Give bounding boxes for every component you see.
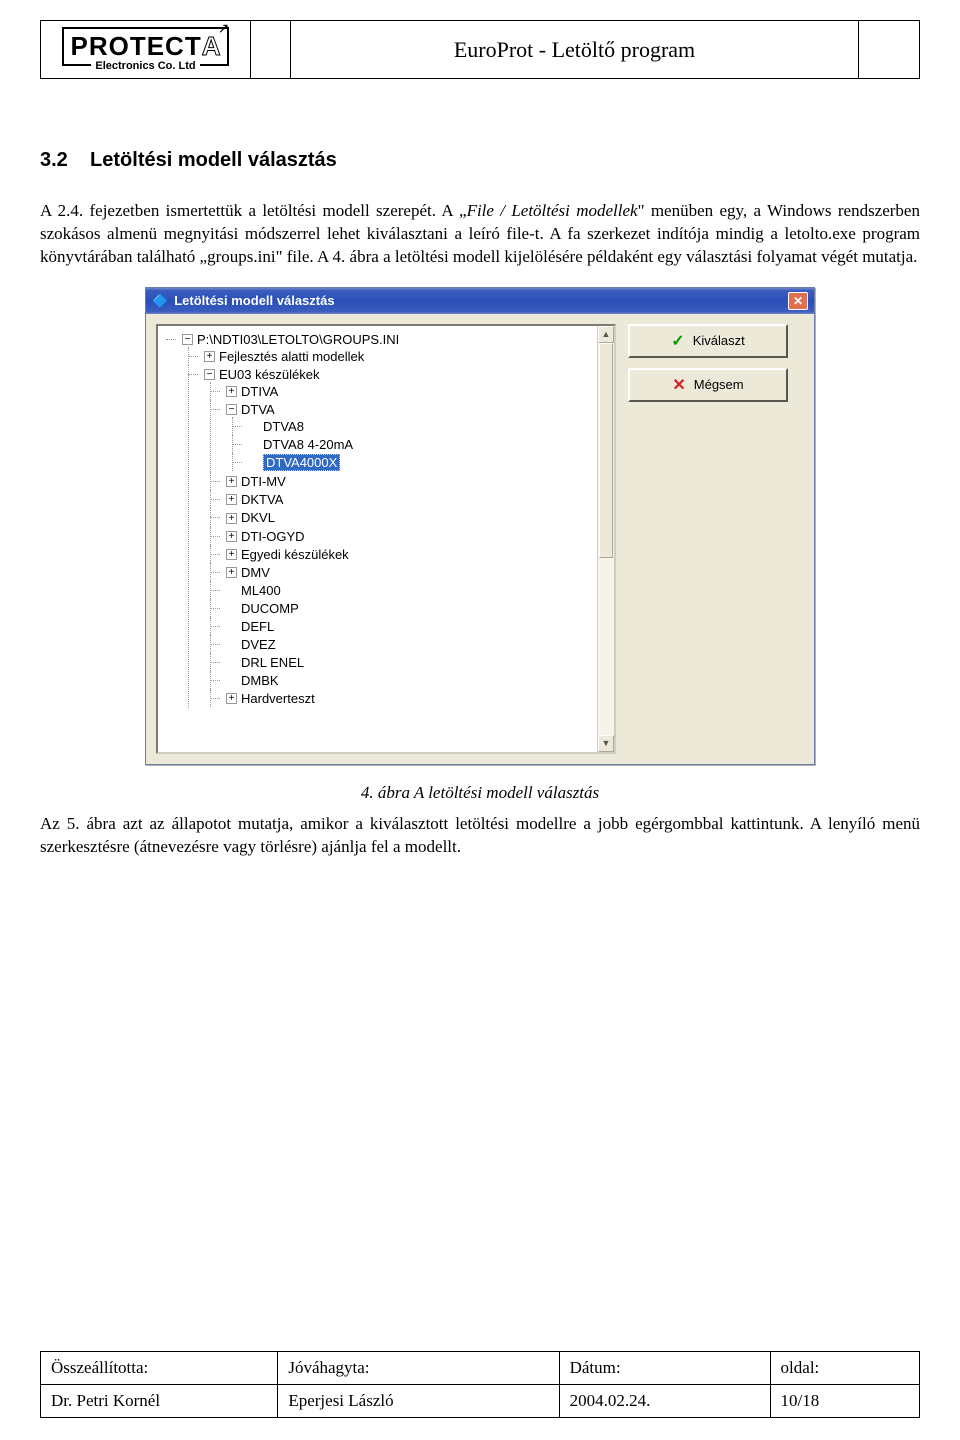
tree-label: DTI-MV <box>241 474 286 489</box>
footer-h2: Jóváhagyta: <box>278 1352 559 1385</box>
close-icon: ✕ <box>793 294 803 308</box>
tree-label: DRL ENEL <box>241 655 304 670</box>
tree-node[interactable]: + Egyedi készülékek <box>222 545 612 563</box>
brand-name: PROTECT <box>70 31 201 61</box>
tree-label: DTIVA <box>241 384 278 399</box>
paragraph-2: Az 5. ábra azt az állapotot mutatja, ami… <box>40 813 920 859</box>
page-header: ↗ PROTECTA Electronics Co. Ltd EuroProt … <box>40 20 920 79</box>
tree-label: DKVL <box>241 511 275 526</box>
tree-node[interactable]: + Fejlesztés alatti modellek <box>200 347 612 365</box>
tree-leaf[interactable]: DRL ENEL <box>222 653 612 671</box>
tree-leaf[interactable]: DVEZ <box>222 635 612 653</box>
tree-label: DKTVA <box>241 492 283 507</box>
section-heading: 3.2 Letöltési modell választás <box>40 149 920 172</box>
tree-label: Fejlesztés alatti modellek <box>219 349 364 364</box>
footer-h4: oldal: <box>770 1352 919 1385</box>
tree-view[interactable]: −P:\NDTI03\LETOLTO\GROUPS.INI +Fejleszté… <box>160 330 612 709</box>
expand-icon[interactable]: + <box>226 531 237 542</box>
brand-subtitle: Electronics Co. Ltd <box>91 60 199 72</box>
tree-leaf-selected[interactable]: DTVA4000X <box>244 453 612 471</box>
cancel-button-label: Mégsem <box>694 377 744 392</box>
check-icon: ✓ <box>671 331 684 351</box>
page-footer: Összeállította: Jóváhagyta: Dátum: oldal… <box>40 1351 920 1418</box>
scrollbar[interactable]: ▲ ▼ <box>597 326 614 752</box>
tree-label: P:\NDTI03\LETOLTO\GROUPS.INI <box>197 332 399 347</box>
dialog-icon: 🔷 <box>152 293 168 309</box>
figure-caption: 4. ábra A letöltési modell választás <box>40 783 920 803</box>
x-icon: ✕ <box>672 375 685 395</box>
document-title: EuroProt - Letöltő program <box>291 21 859 78</box>
scroll-track[interactable] <box>598 343 614 735</box>
tree-root[interactable]: −P:\NDTI03\LETOLTO\GROUPS.INI +Fejleszté… <box>178 330 612 709</box>
tree-node[interactable]: + DTI-OGYD <box>222 527 612 545</box>
tree-label: EU03 készülékek <box>219 367 319 382</box>
tree-label: DTI-OGYD <box>241 529 305 544</box>
paragraph-1: A 2.4. fejezetben ismertettük a letöltés… <box>40 200 920 269</box>
footer-h3: Dátum: <box>559 1352 770 1385</box>
cancel-button[interactable]: ✕ Mégsem <box>628 368 788 402</box>
logo-cell: ↗ PROTECTA Electronics Co. Ltd <box>41 21 251 78</box>
select-button-label: Kiválaszt <box>693 333 745 348</box>
header-spacer-2 <box>859 21 919 78</box>
tree-label: Hardverteszt <box>241 691 315 706</box>
dialog-titlebar[interactable]: 🔷 Letöltési modell választás ✕ <box>146 288 814 314</box>
tree-node[interactable]: −DTVA DTVA8 DTVA8 4-20mA DTVA4000X <box>222 400 612 472</box>
scroll-up-button[interactable]: ▲ <box>598 326 614 343</box>
scroll-thumb[interactable] <box>599 343 613 559</box>
tree-node[interactable]: + DMV <box>222 563 612 581</box>
tree-leaf[interactable]: DUCOMP <box>222 599 612 617</box>
collapse-icon[interactable]: − <box>226 404 237 415</box>
tree-label: Egyedi készülékek <box>241 547 349 562</box>
footer-v1: Dr. Petri Kornél <box>41 1385 278 1418</box>
tree-node[interactable]: + DTI-MV <box>222 472 612 490</box>
expand-icon[interactable]: + <box>226 494 237 505</box>
tree-leaf[interactable]: DTVA8 4-20mA <box>244 435 612 453</box>
tree-node[interactable]: + DTIVA <box>222 382 612 400</box>
expand-icon[interactable]: + <box>226 513 237 524</box>
expand-icon[interactable]: + <box>226 693 237 704</box>
tree-label: DTVA8 <box>263 419 304 434</box>
tree-leaf[interactable]: DEFL <box>222 617 612 635</box>
tree-leaf[interactable]: DTVA8 <box>244 417 612 435</box>
scroll-down-button[interactable]: ▼ <box>598 735 614 752</box>
footer-v3: 2004.02.24. <box>559 1385 770 1418</box>
tree-label: DUCOMP <box>241 601 299 616</box>
tree-label-selected: DTVA4000X <box>263 454 340 471</box>
section-title: Letöltési modell választás <box>90 149 337 171</box>
tree-label: DMBK <box>241 673 279 688</box>
model-select-dialog: 🔷 Letöltési modell választás ✕ −P:\NDTI0… <box>145 287 815 765</box>
tree-node[interactable]: −EU03 készülékek +DTIVA −DTVA DTVA8 DTVA… <box>200 365 612 708</box>
tree-label: DMV <box>241 565 270 580</box>
expand-icon[interactable]: + <box>226 549 237 560</box>
tree-node[interactable]: + DKTVA <box>222 490 612 508</box>
collapse-icon[interactable]: − <box>182 334 193 345</box>
expand-icon[interactable]: + <box>204 351 215 362</box>
para1-italic: File / Letöltési modellek <box>467 201 638 220</box>
select-button[interactable]: ✓ Kiválaszt <box>628 324 788 358</box>
tree-leaf[interactable]: ML400 <box>222 581 612 599</box>
tree-label: DTVA <box>241 402 275 417</box>
close-button[interactable]: ✕ <box>788 292 808 310</box>
expand-icon[interactable]: + <box>226 476 237 487</box>
arrow-icon: ↗ <box>218 21 230 38</box>
tree-label: DEFL <box>241 619 274 634</box>
tree-label: DTVA8 4-20mA <box>263 437 353 452</box>
footer-v2: Eperjesi László <box>278 1385 559 1418</box>
tree-node[interactable]: + Hardverteszt <box>222 689 612 707</box>
tree-node[interactable]: + DKVL <box>222 508 612 526</box>
footer-h1: Összeállította: <box>41 1352 278 1385</box>
tree-label: DVEZ <box>241 637 276 652</box>
tree-leaf[interactable]: DMBK <box>222 671 612 689</box>
section-number: 3.2 <box>40 149 68 171</box>
footer-v4: 10/18 <box>770 1385 919 1418</box>
header-spacer-1 <box>251 21 291 78</box>
collapse-icon[interactable]: − <box>204 369 215 380</box>
tree-pane[interactable]: −P:\NDTI03\LETOLTO\GROUPS.INI +Fejleszté… <box>156 324 616 754</box>
expand-icon[interactable]: + <box>226 386 237 397</box>
expand-icon[interactable]: + <box>226 567 237 578</box>
dialog-title: Letöltési modell választás <box>174 293 334 308</box>
tree-label: ML400 <box>241 583 281 598</box>
para1-part-a: A 2.4. fejezetben ismertettük a letöltés… <box>40 201 467 220</box>
